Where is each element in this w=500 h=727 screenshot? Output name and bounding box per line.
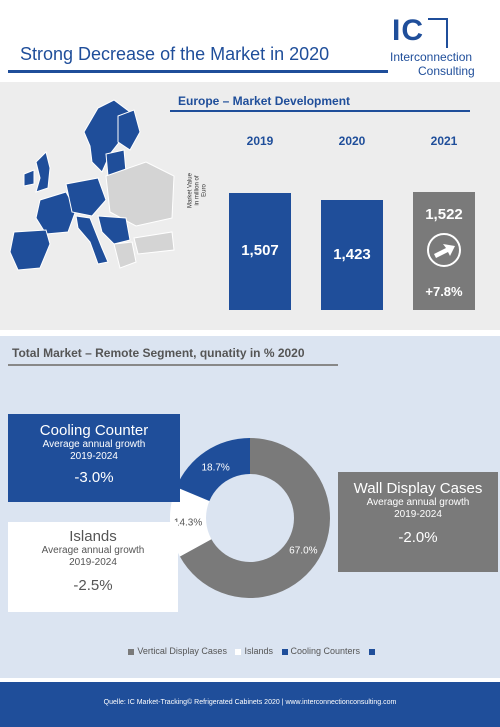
map-central xyxy=(65,177,107,217)
donut-label-vertical-display: 67.0% xyxy=(289,546,317,557)
map-iberia xyxy=(9,229,51,271)
donut-chart: 67.0% 14.3% 18.7% xyxy=(156,424,344,612)
bar-chart-title: Europe – Market Development xyxy=(178,94,351,108)
europe-map xyxy=(9,99,175,271)
donut-hole xyxy=(206,474,294,562)
year-label-2019: 2019 xyxy=(246,134,274,148)
logo-monogram: IC xyxy=(392,14,424,47)
legend-label-vertical: Vertical Display Cases xyxy=(137,646,227,656)
legend-swatch-islands xyxy=(235,648,242,655)
wall-display-period: 2019-2024 xyxy=(394,509,442,520)
legend-swatch-cooling xyxy=(281,648,288,655)
pie-chart-title: Total Market – Remote Segment, qunatity … xyxy=(12,346,305,360)
pie-legend: Vertical Display Cases Islands Cooling C… xyxy=(0,646,500,656)
wall-display-growth: -2.0% xyxy=(398,529,438,546)
map-balkans xyxy=(97,215,131,245)
cooling-counter-growth: -3.0% xyxy=(74,469,114,486)
islands-callout: Islands Average annual growth 2019-2024 … xyxy=(8,522,178,612)
legend-label-cooling: Cooling Counters xyxy=(290,646,361,656)
map-uk xyxy=(35,151,51,193)
wall-display-callout: Wall Display Cases Average annual growth… xyxy=(338,472,498,572)
cooling-counter-growth-label: Average annual growth xyxy=(42,439,146,450)
remote-segment-panel: Total Market – Remote Segment, qunatity … xyxy=(0,336,500,678)
source-note: Quelle: IC Market-Tracking© Refrigerated… xyxy=(103,699,397,706)
growth-arrow-icon xyxy=(427,233,461,267)
pie-chart-title-underline xyxy=(8,364,338,366)
wall-display-growth-label: Average annual growth xyxy=(366,497,470,508)
wall-display-title: Wall Display Cases xyxy=(353,480,483,497)
company-logo: IC Interconnection Consulting xyxy=(386,14,500,78)
map-finland xyxy=(117,109,141,151)
donut-label-cooling-counters: 18.7% xyxy=(201,462,229,473)
logo-line-2: Consulting xyxy=(418,64,475,78)
market-development-panel: Europe – Market Development Market Value… xyxy=(0,82,500,330)
bar-value-2020: 1,423 xyxy=(333,246,371,263)
cooling-counter-title: Cooling Counter xyxy=(39,422,149,439)
bar-2020 xyxy=(321,200,383,310)
islands-growth-label: Average annual growth xyxy=(41,545,145,556)
map-east xyxy=(105,161,175,227)
title-underline xyxy=(8,70,388,73)
cooling-counter-callout: Cooling Counter Average annual growth 20… xyxy=(8,414,180,502)
bar-value-2021: 1,522 xyxy=(425,206,463,223)
logo-line-1: Interconnection xyxy=(390,50,473,64)
donut-label-islands: 14.3% xyxy=(174,517,202,528)
logo-frame xyxy=(428,18,448,48)
bar-2019 xyxy=(229,193,291,310)
bar-value-2019: 1,507 xyxy=(241,242,279,259)
bar-chart-title-underline xyxy=(170,110,470,112)
islands-growth: -2.5% xyxy=(73,577,113,594)
year-label-2021: 2021 xyxy=(430,134,458,148)
cooling-counter-period: 2019-2024 xyxy=(70,451,118,462)
bar-chart-y-label: Market Value in million of Euro xyxy=(187,173,208,208)
map-turkey xyxy=(133,231,175,255)
growth-change-label: +7.8% xyxy=(425,284,463,299)
legend-swatch-extra xyxy=(368,648,375,655)
page-title: Strong Decrease of the Market in 2020 xyxy=(20,44,330,64)
islands-period: 2019-2024 xyxy=(69,557,117,568)
map-greece xyxy=(113,241,137,269)
map-france xyxy=(35,191,77,235)
legend-swatch-vertical xyxy=(128,648,135,655)
footer: Quelle: IC Market-Tracking© Refrigerated… xyxy=(0,682,500,727)
map-ireland xyxy=(23,169,35,187)
islands-title: Islands xyxy=(69,528,117,545)
legend-label-islands: Islands xyxy=(244,646,273,656)
year-label-2020: 2020 xyxy=(338,134,366,148)
map-italy xyxy=(75,215,109,265)
